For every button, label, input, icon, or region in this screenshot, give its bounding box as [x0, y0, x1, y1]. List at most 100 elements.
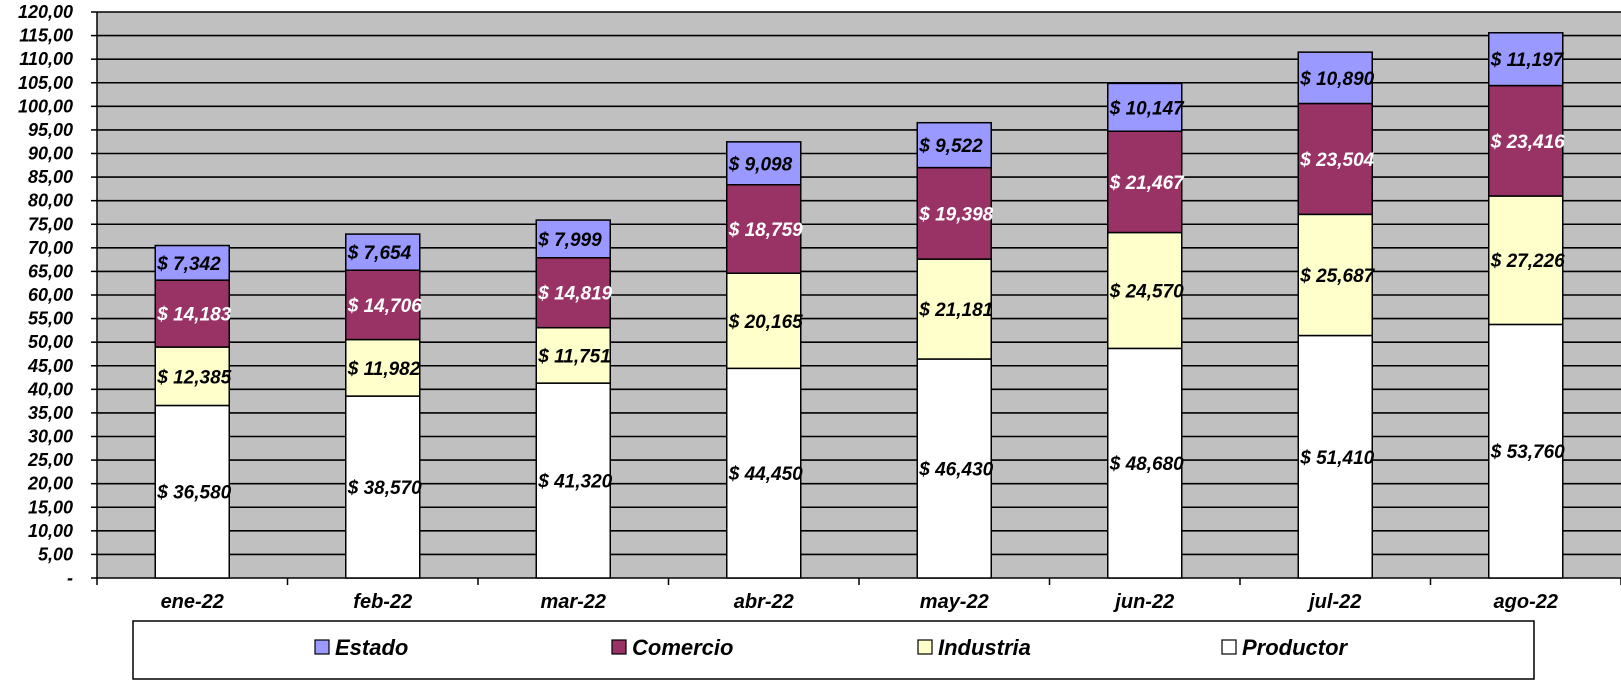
data-label-estado-may-22: $ 9,522 [918, 136, 983, 157]
bar-segment-comercio-jun-22 [1107, 130, 1183, 234]
y-tick-label: 45,00 [27, 356, 73, 376]
y-tick-label: 40,00 [27, 379, 73, 399]
data-label-productor-ene-22: $ 36,580 [156, 483, 231, 504]
legend-swatch-productor [1221, 639, 1237, 655]
y-tick-label: 110,00 [19, 49, 73, 69]
data-label-industria-ene-22: $ 12,385 [156, 367, 231, 388]
data-label-industria-may-22: $ 21,181 [918, 300, 993, 321]
data-label-productor-ago-22: $ 53,760 [1490, 442, 1565, 463]
data-label-industria-jul-22: $ 25,687 [1299, 266, 1375, 287]
x-tick-label-ago-22: ago-22 [1494, 591, 1558, 613]
bar-segment-comercio-mar-22 [535, 257, 611, 329]
bar-segment-estado-ene-22 [154, 244, 230, 281]
bar-segment-industria-jun-22 [1107, 231, 1183, 350]
legend-box [132, 620, 1535, 680]
y-tick-labels: - 5,00 10,00 15,00 20,00 25,00 30,00 35,00 40,00… [18, 2, 73, 588]
bar-segment-estado-may-22 [916, 121, 992, 169]
x-tick-label-may-22: may-22 [920, 591, 989, 613]
y-tick-label: 75,00 [28, 214, 73, 234]
x-tick-label-ene-22: ene-22 [161, 591, 224, 613]
y-tick-label: 115,00 [19, 26, 73, 46]
bar-segment-productor-ene-22 [154, 404, 230, 579]
x-tick-label-jun-22: jun-22 [1112, 591, 1174, 613]
bar-segment-comercio-may-22 [916, 166, 992, 260]
y-tick-label: 35,00 [28, 403, 73, 423]
data-label-industria-abr-22: $ 20,165 [728, 312, 803, 333]
legend-swatch-comercio [611, 639, 627, 655]
y-tick-label: - [67, 568, 73, 588]
y-tick-label: 50,00 [28, 332, 73, 352]
data-label-estado-feb-22: $ 7,654 [347, 243, 412, 264]
x-tick-label-jul-22: jul-22 [1306, 591, 1361, 613]
data-label-estado-jul-22: $ 10,890 [1299, 69, 1374, 90]
y-tick-label: 80,00 [28, 191, 73, 211]
bar-segment-industria-ago-22 [1488, 195, 1564, 326]
y-tick-label: 55,00 [28, 309, 73, 329]
y-tick-label: 120,00 [18, 2, 73, 22]
x-tick-label-abr-22: abr-22 [734, 591, 794, 613]
y-tick-label: 90,00 [28, 144, 73, 164]
data-label-comercio-jul-22: $ 23,504 [1299, 150, 1374, 171]
legend-label-productor: Productor [1242, 635, 1349, 660]
bar-segment-comercio-abr-22 [726, 184, 802, 274]
data-label-comercio-mar-22: $ 14,819 [537, 284, 612, 305]
data-label-productor-jun-22: $ 48,680 [1109, 454, 1184, 475]
bar-segment-productor-abr-22 [726, 367, 802, 579]
data-label-productor-abr-22: $ 44,450 [728, 464, 803, 485]
bar-segment-estado-ago-22 [1488, 32, 1564, 87]
data-label-industria-mar-22: $ 11,751 [537, 346, 611, 367]
bar-segment-comercio-jul-22 [1297, 102, 1373, 216]
y-tick-label: 70,00 [28, 238, 73, 258]
bar-segment-productor-jul-22 [1297, 334, 1373, 579]
bar-segment-productor-jun-22 [1107, 347, 1183, 579]
data-label-comercio-abr-22: $ 18,759 [728, 220, 803, 241]
bar-segment-industria-abr-22 [726, 272, 802, 370]
bar-segment-estado-mar-22 [535, 219, 611, 259]
legend-swatch-industria [917, 639, 933, 655]
data-label-comercio-may-22: $ 19,398 [918, 204, 993, 225]
x-tick-label-mar-22: mar-22 [540, 591, 606, 613]
bars [154, 32, 1564, 579]
bar-segment-estado-jun-22 [1107, 82, 1183, 133]
data-label-productor-may-22: $ 46,430 [918, 460, 993, 481]
bar-segment-industria-may-22 [916, 258, 992, 360]
data-label-productor-mar-22: $ 41,320 [537, 472, 612, 493]
data-label-industria-ago-22: $ 27,226 [1490, 251, 1565, 272]
bar-segment-estado-abr-22 [726, 141, 802, 186]
y-tick-label: 85,00 [28, 167, 73, 187]
y-tick-label: 65,00 [28, 261, 73, 281]
bar-segment-estado-feb-22 [345, 233, 421, 271]
data-label-industria-feb-22: $ 11,982 [347, 359, 421, 380]
y-tick-label: 25,00 [27, 450, 73, 470]
data-label-comercio-jun-22: $ 21,467 [1109, 173, 1185, 194]
y-tick-label: 100,00 [18, 96, 73, 116]
legend-label-comercio: Comercio [632, 635, 733, 660]
data-label-industria-jun-22: $ 24,570 [1109, 281, 1184, 302]
data-label-estado-ago-22: $ 11,197 [1490, 50, 1565, 71]
y-tick-label: 10,00 [28, 521, 73, 541]
legend: Estado Comercio Industria Productor [132, 620, 1535, 680]
bar-segment-estado-jul-22 [1297, 51, 1373, 105]
data-label-comercio-feb-22: $ 14,706 [347, 296, 422, 317]
y-tick-label: 5,00 [38, 544, 73, 564]
y-tick-label: 105,00 [18, 73, 73, 93]
bar-segment-industria-mar-22 [535, 326, 611, 384]
x-tick-label-feb-22: feb-22 [353, 591, 412, 613]
legend-swatch-estado [314, 639, 330, 655]
data-label-estado-jun-22: $ 10,147 [1109, 98, 1185, 119]
y-tick-label: 60,00 [28, 285, 73, 305]
data-label-productor-jul-22: $ 51,410 [1299, 448, 1374, 469]
data-label-comercio-ago-22: $ 23,416 [1490, 132, 1565, 153]
data-labels: $ 36,580 $ 12,385 $ 14,183 $ 7,342 $ 38,570 $… [156, 50, 1565, 504]
bar-segment-productor-feb-22 [345, 395, 421, 579]
legend-label-estado: Estado [335, 635, 408, 660]
y-tick-label: 15,00 [28, 497, 73, 517]
bar-segment-productor-ago-22 [1488, 323, 1564, 579]
y-tick-label: 95,00 [28, 120, 73, 140]
bar-segment-productor-may-22 [916, 358, 992, 579]
legend-label-industria: Industria [938, 635, 1031, 660]
data-label-estado-abr-22: $ 9,098 [728, 154, 793, 175]
y-tick-label: 30,00 [28, 427, 73, 447]
